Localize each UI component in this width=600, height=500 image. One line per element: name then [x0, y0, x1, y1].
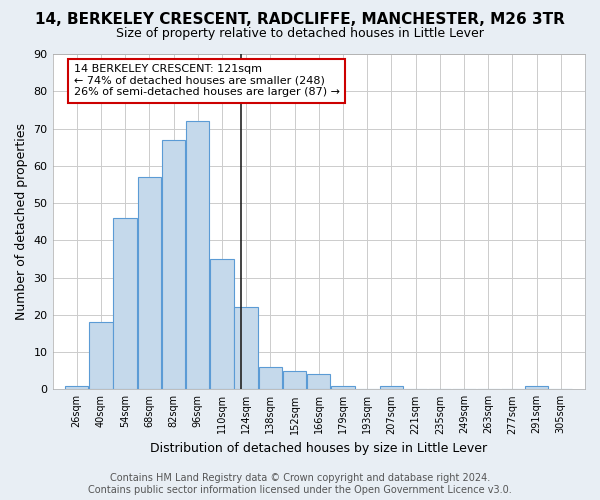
Bar	[113, 218, 137, 390]
Text: Size of property relative to detached houses in Little Lever: Size of property relative to detached ho…	[116, 28, 484, 40]
Bar	[259, 367, 282, 390]
Text: 14, BERKELEY CRESCENT, RADCLIFFE, MANCHESTER, M26 3TR: 14, BERKELEY CRESCENT, RADCLIFFE, MANCHE…	[35, 12, 565, 28]
Bar	[307, 374, 331, 390]
Bar	[235, 308, 258, 390]
Bar	[331, 386, 355, 390]
Bar	[525, 386, 548, 390]
Bar	[283, 370, 306, 390]
Bar	[89, 322, 113, 390]
X-axis label: Distribution of detached houses by size in Little Lever: Distribution of detached houses by size …	[150, 442, 487, 455]
Bar	[210, 259, 233, 390]
Bar	[137, 177, 161, 390]
Bar	[380, 386, 403, 390]
Bar	[162, 140, 185, 390]
Text: 14 BERKELEY CRESCENT: 121sqm
← 74% of detached houses are smaller (248)
26% of s: 14 BERKELEY CRESCENT: 121sqm ← 74% of de…	[74, 64, 340, 98]
Text: Contains HM Land Registry data © Crown copyright and database right 2024.
Contai: Contains HM Land Registry data © Crown c…	[88, 474, 512, 495]
Bar	[65, 386, 88, 390]
Y-axis label: Number of detached properties: Number of detached properties	[15, 123, 28, 320]
Bar	[186, 121, 209, 390]
